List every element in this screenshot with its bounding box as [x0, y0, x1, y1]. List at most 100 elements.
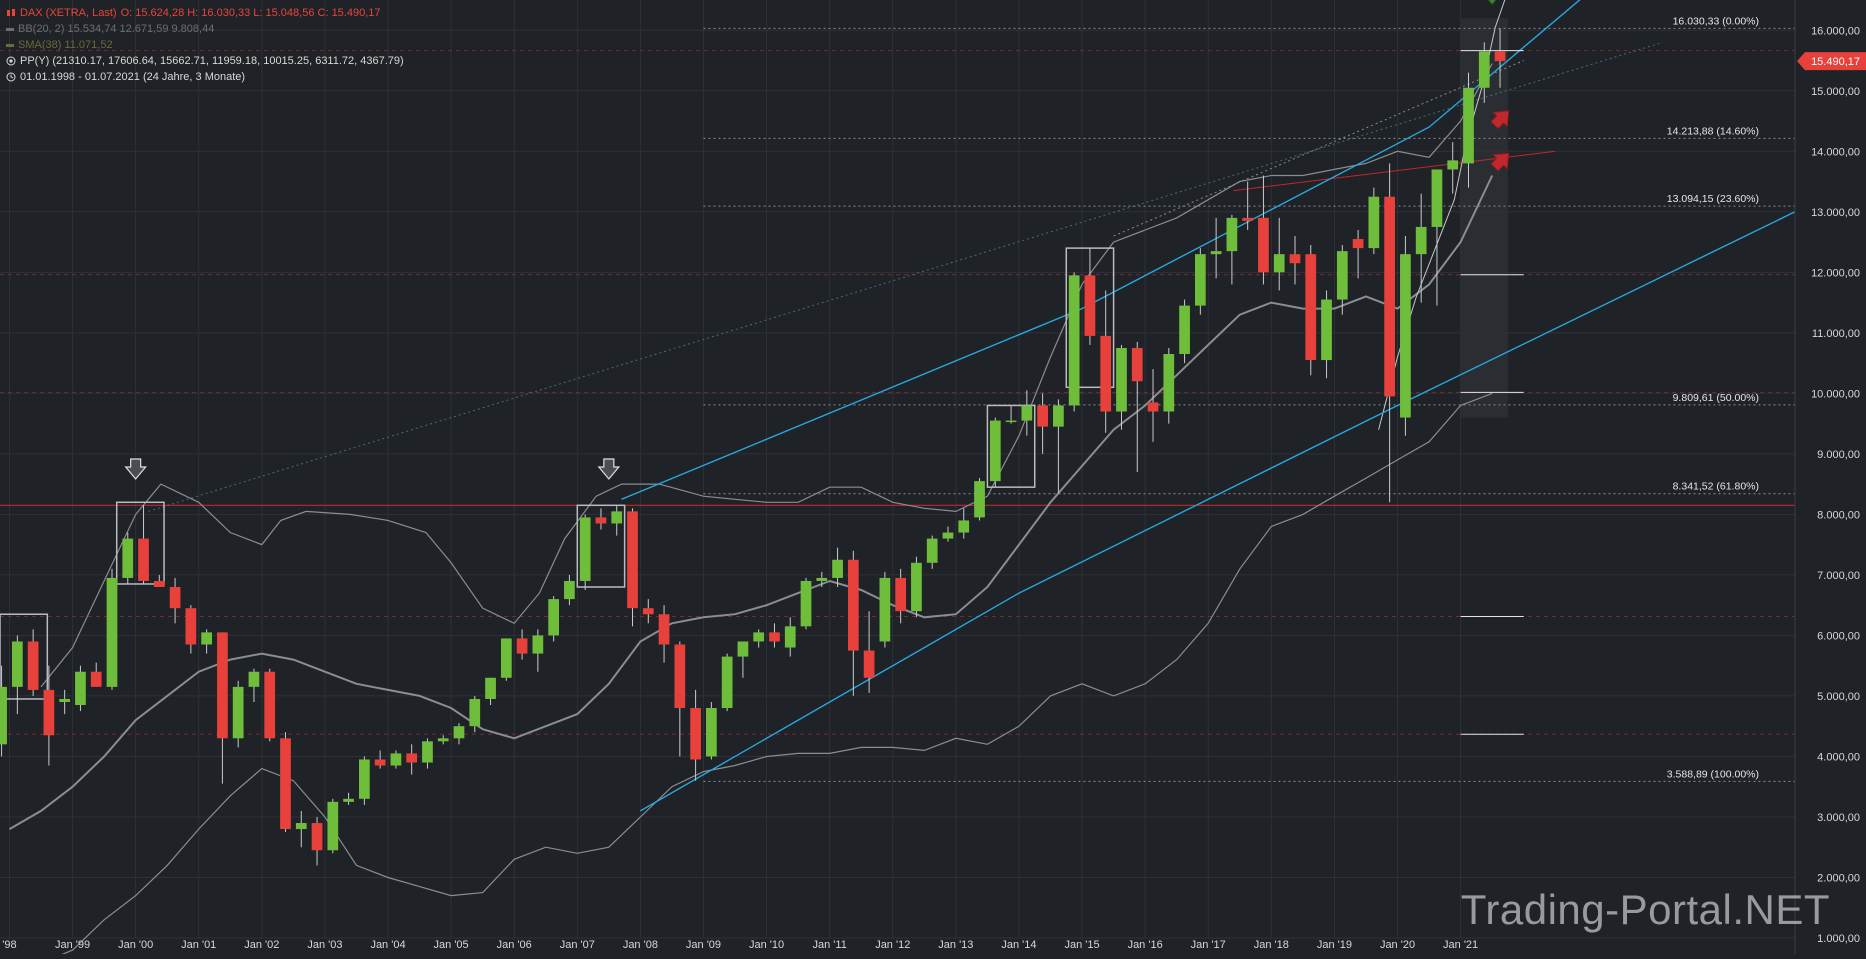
candle-body — [784, 626, 796, 648]
candle-body — [1447, 160, 1459, 170]
candle-body — [1415, 226, 1427, 255]
x-tick-label: Jan '00 — [118, 939, 153, 951]
x-tick-label: Jan '02 — [244, 939, 279, 951]
x-tick-label: Jan '09 — [686, 939, 721, 951]
y-tick-label: 11.000,00 — [1812, 328, 1860, 340]
candle-body — [879, 577, 891, 642]
legend-pp-row[interactable]: PP(Y) (21310.17, 17606.64, 15662.71, 119… — [6, 53, 404, 69]
x-axis-labels: '98 Jan '99 Jan '00 Jan '01 Jan '02 Jan '03 Ja… — [2, 939, 1478, 951]
candle-body — [627, 511, 638, 609]
candle-body — [674, 644, 686, 709]
y-tick-label: 1.000,00 — [1817, 933, 1860, 945]
fib-label: 8.341,52 (61.80%) — [1673, 481, 1759, 493]
x-tick-label: Jan '15 — [1064, 939, 1099, 951]
candle-body — [579, 517, 591, 581]
y-tick-label: 12.000,00 — [1811, 267, 1860, 279]
candle-body — [1116, 347, 1127, 412]
legend-sma-row[interactable]: SMA(38) 11.071,52 — [6, 37, 404, 53]
y-tick-label: 7.000,00 — [1817, 570, 1860, 582]
grid — [0, 0, 1795, 939]
candle-body — [500, 638, 512, 678]
candle-body — [1400, 254, 1411, 418]
candle-body — [43, 689, 55, 736]
legend-pp: PP(Y) (21310.17, 17606.64, 15662.71, 119… — [20, 55, 404, 67]
x-tick-label: Jan '06 — [497, 939, 532, 951]
candle-body — [800, 580, 812, 627]
red-arrow-icon — [1490, 152, 1510, 172]
bollinger-middle — [8, 175, 1494, 830]
candle-body — [974, 481, 985, 518]
candle-body — [1210, 251, 1222, 255]
red-arrow-shape — [1490, 152, 1510, 172]
y-tick-label: 4.000,00 — [1817, 751, 1860, 763]
y-tick-label: 6.000,00 — [1817, 630, 1860, 642]
x-tick-label: Jan '01 — [181, 939, 216, 951]
candle-body — [264, 671, 276, 739]
clock-icon — [6, 72, 16, 82]
candle-body — [185, 608, 197, 645]
candle-body — [1179, 305, 1190, 355]
down-arrow-gray-icon — [124, 458, 147, 480]
down-arrow-gray-icon — [597, 458, 621, 480]
candle-body — [1068, 275, 1080, 406]
candle-body — [847, 559, 859, 651]
last-price-label: 15.490,17 — [1811, 56, 1860, 68]
watermark: Trading-Portal.NET — [1460, 886, 1830, 933]
candle-body — [75, 671, 86, 706]
candle-body — [1478, 51, 1490, 88]
legend-bb-row[interactable]: BB(20, 2) 15.534,74 12.671,59 9.808,44 — [6, 21, 404, 37]
legend-instrument-row[interactable]: DAX (XETRA, Last) O: 15.624,28 H: 16.030… — [6, 5, 404, 21]
candle-body — [1336, 251, 1348, 300]
candle-body — [1005, 420, 1017, 423]
candle-body — [1226, 217, 1238, 252]
candle-body — [769, 632, 780, 642]
candle-body — [153, 580, 165, 588]
fib-label: 3.588,89 (100.00%) — [1667, 768, 1759, 780]
highlight-box — [576, 504, 626, 588]
candle-body — [706, 708, 717, 757]
x-tick-label: Jan '07 — [560, 939, 595, 951]
candle-body — [595, 517, 607, 524]
candle-body — [958, 520, 970, 533]
x-tick-label: Jan '16 — [1128, 939, 1163, 951]
target-icon — [6, 56, 16, 66]
legend-sma: SMA(38) 11.071,52 — [18, 39, 113, 51]
candle-body — [1053, 405, 1064, 427]
candle-body — [1273, 254, 1285, 273]
pivot-levels — [0, 50, 1795, 735]
candles-icon — [7, 9, 15, 16]
candle-body — [1463, 87, 1474, 164]
candle-body — [1100, 335, 1112, 412]
candle-body — [1321, 299, 1332, 361]
x-tick-label: Jan '08 — [623, 939, 658, 951]
candle-body — [232, 686, 244, 739]
candle-body — [690, 708, 701, 760]
y-tick-label: 2.000,00 — [1817, 872, 1860, 884]
candle-body — [327, 801, 339, 851]
candle-body — [1242, 217, 1254, 221]
candle-body — [1131, 347, 1143, 382]
y-tick-label: 15.000,00 — [1811, 86, 1860, 98]
trend-line-dotted — [148, 41, 1663, 512]
trend-line-dotted-inner — [1113, 60, 1524, 237]
x-tick-label: Jan '10 — [749, 939, 784, 951]
fibonacci-levels: 16.030,33 (0.00%) 14.213,88 (14.60%) 13.09… — [703, 15, 1795, 782]
candle-body — [311, 823, 323, 851]
legend-range-row[interactable]: 01.01.1998 - 01.07.2021 (24 Jahre, 3 Mon… — [6, 69, 404, 85]
fib-label: 9.809,61 (50.00%) — [1673, 392, 1759, 404]
y-tick-label: 9.000,00 — [1817, 449, 1860, 461]
y-tick-label: 10.000,00 — [1811, 388, 1860, 400]
x-tick-label: Jan '11 — [813, 939, 847, 951]
candle-body — [926, 538, 938, 563]
candle-body — [1194, 254, 1206, 306]
x-tick-label: Jan '04 — [370, 939, 405, 951]
sma-swatch — [6, 43, 14, 47]
candle-body — [1431, 169, 1443, 227]
candle-body — [122, 538, 134, 578]
x-tick-label: Jan '99 — [55, 939, 90, 951]
candle-body — [169, 587, 181, 609]
candle-body — [280, 738, 291, 830]
x-tick-label: Jan '19 — [1317, 939, 1352, 951]
